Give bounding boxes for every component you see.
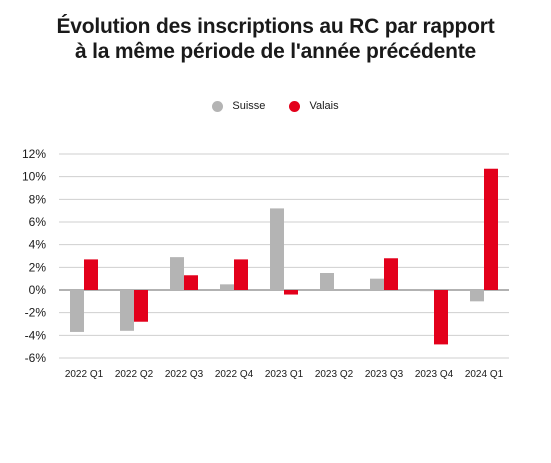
- bar-valais-2023-q1: [284, 290, 298, 295]
- x-tick-label: 2022 Q3: [165, 369, 204, 380]
- legend-item-valais: Valais: [289, 100, 339, 112]
- bar-suisse-2022-q3: [170, 257, 184, 290]
- chart-title-line-2: à la même période de l'année précédente: [74, 40, 477, 63]
- x-tick-label: 2022 Q1: [65, 369, 104, 380]
- legend-label-suisse: Suisse: [232, 100, 266, 112]
- bar-valais-2023-q4: [434, 290, 448, 345]
- bar-suisse-2023-q4: [420, 290, 434, 292]
- bar-valais-2022-q2: [134, 290, 148, 322]
- bar-valais-2023-q3: [384, 258, 398, 290]
- bar-suisse-2023-q1: [270, 208, 284, 290]
- y-tick-label: 6%: [29, 215, 47, 229]
- bar-valais-2022-q3: [184, 275, 198, 290]
- legend-swatch-valais: [289, 100, 301, 112]
- legend-swatch-suisse: [212, 100, 224, 112]
- x-tick-label: 2022 Q4: [215, 369, 254, 380]
- bar-valais-2022-q1: [84, 259, 98, 290]
- chart-title: Évolution des inscriptions au RC par rap…: [0, 14, 551, 64]
- bar-suisse-2023-q2: [320, 273, 334, 290]
- y-tick-label: 8%: [29, 192, 47, 206]
- x-tick-label: 2022 Q2: [115, 369, 154, 380]
- y-tick-label: 4%: [29, 238, 47, 252]
- bar-suisse-2024-q1: [470, 290, 484, 302]
- x-tick-label: 2023 Q2: [315, 369, 354, 380]
- bar-suisse-2022-q1: [70, 290, 84, 332]
- x-tick-label: 2023 Q3: [365, 369, 404, 380]
- y-tick-label: -2%: [25, 306, 47, 320]
- bar-valais-2022-q4: [234, 259, 248, 290]
- bar-suisse-2022-q2: [120, 290, 134, 331]
- y-tick-label: 10%: [22, 170, 46, 184]
- x-tick-label: 2024 Q1: [465, 369, 504, 380]
- legend-item-suisse: Suisse: [212, 100, 265, 112]
- y-tick-label: 2%: [29, 260, 47, 274]
- y-tick-label: -4%: [25, 328, 47, 342]
- bar-suisse-2022-q4: [220, 284, 234, 290]
- y-tick-label: 12%: [22, 147, 46, 161]
- bar-suisse-2023-q3: [370, 278, 384, 290]
- bar-valais-2024-q1: [484, 168, 498, 290]
- chart-title-line-1: Évolution des inscriptions au RC par rap…: [56, 15, 495, 38]
- x-tick-label: 2023 Q1: [265, 369, 304, 380]
- chart-legend: Suisse Valais: [0, 100, 551, 112]
- x-tick-label: 2023 Q4: [415, 369, 454, 380]
- y-tick-label: 0%: [29, 283, 47, 297]
- y-tick-label: -6%: [25, 351, 47, 365]
- legend-label-valais: Valais: [309, 100, 339, 112]
